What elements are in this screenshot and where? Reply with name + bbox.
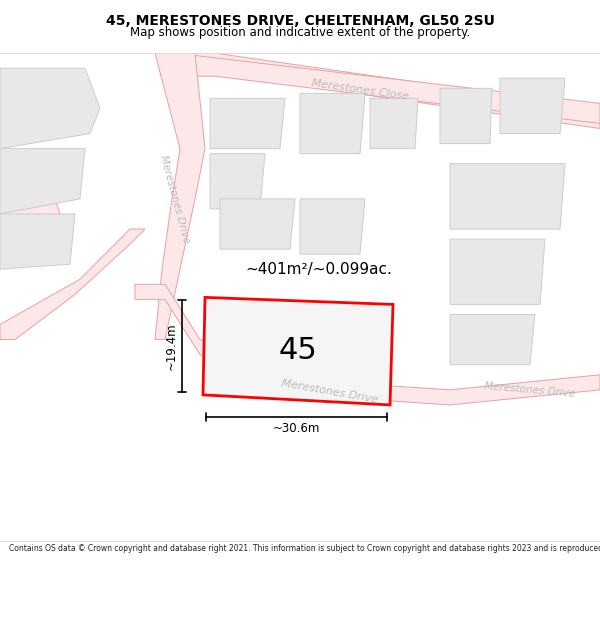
Text: Merestones Close: Merestones Close bbox=[311, 79, 409, 102]
Polygon shape bbox=[0, 149, 85, 214]
Polygon shape bbox=[300, 199, 365, 254]
Polygon shape bbox=[300, 93, 365, 154]
Polygon shape bbox=[175, 53, 600, 129]
Polygon shape bbox=[440, 88, 492, 144]
Polygon shape bbox=[203, 298, 393, 405]
Polygon shape bbox=[210, 98, 285, 149]
Polygon shape bbox=[0, 214, 75, 269]
Text: Contains OS data © Crown copyright and database right 2021. This information is : Contains OS data © Crown copyright and d… bbox=[9, 544, 600, 552]
Polygon shape bbox=[135, 284, 600, 405]
Text: ~19.4m: ~19.4m bbox=[165, 322, 178, 370]
Polygon shape bbox=[0, 199, 60, 229]
Polygon shape bbox=[450, 314, 535, 365]
Polygon shape bbox=[450, 239, 545, 304]
Polygon shape bbox=[370, 98, 418, 149]
Polygon shape bbox=[0, 229, 145, 339]
Polygon shape bbox=[175, 53, 600, 124]
Text: Map shows position and indicative extent of the property.: Map shows position and indicative extent… bbox=[130, 26, 470, 39]
Polygon shape bbox=[500, 78, 565, 134]
Text: ~401m²/~0.099ac.: ~401m²/~0.099ac. bbox=[245, 262, 392, 278]
Polygon shape bbox=[210, 154, 265, 209]
Text: 45: 45 bbox=[278, 336, 317, 365]
Polygon shape bbox=[450, 164, 565, 229]
Text: Merestones Drive: Merestones Drive bbox=[158, 154, 191, 244]
Text: ~30.6m: ~30.6m bbox=[273, 422, 320, 435]
Text: 45, MERESTONES DRIVE, CHELTENHAM, GL50 2SU: 45, MERESTONES DRIVE, CHELTENHAM, GL50 2… bbox=[106, 14, 494, 28]
Text: Merestones Drive: Merestones Drive bbox=[484, 381, 576, 399]
Polygon shape bbox=[220, 199, 295, 249]
Text: Merestones Drive: Merestones Drive bbox=[281, 379, 379, 405]
Polygon shape bbox=[240, 309, 315, 360]
Polygon shape bbox=[155, 53, 205, 339]
Polygon shape bbox=[0, 68, 100, 149]
